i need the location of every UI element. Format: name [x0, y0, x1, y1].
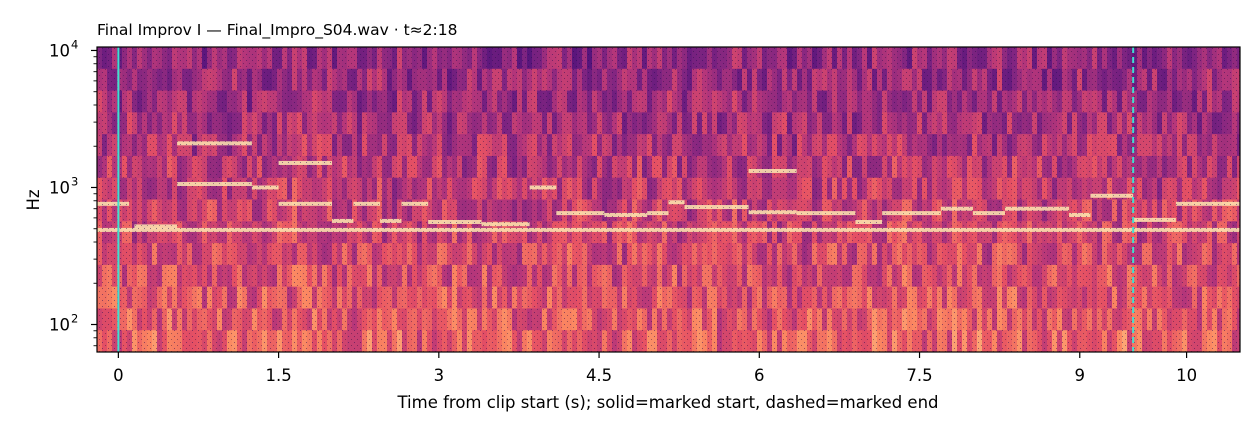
y-tick-label: 10 [49, 41, 70, 60]
y-tick-label: 10 [49, 316, 70, 335]
x-tick-label: 1.5 [265, 366, 291, 385]
y-tick-exponent: 2 [71, 312, 78, 326]
x-tick-label: 9 [1075, 366, 1086, 385]
y-tick-label: 10 [49, 178, 70, 197]
y-axis-label: Hz [24, 189, 43, 210]
chart-title: Final Improv I — Final_Impro_S04.wav · t… [97, 21, 457, 40]
x-axis-label: Time from clip start (s); solid=marked s… [396, 393, 938, 412]
x-tick-label: 6 [754, 366, 765, 385]
spectrogram-image [97, 47, 1240, 352]
x-tick-label: 7.5 [906, 366, 932, 385]
x-tick-label: 4.5 [586, 366, 612, 385]
y-tick-exponent: 4 [71, 37, 78, 51]
x-axis-ticks: 0 1.5 3 4.5 6 7.5 9 10 [113, 352, 1197, 385]
clip-markers [117, 47, 1135, 352]
x-tick-label: 0 [113, 366, 124, 385]
x-tick-label: 10 [1176, 366, 1197, 385]
y-tick-exponent: 3 [71, 174, 78, 188]
plot-frame [96, 46, 1241, 353]
x-tick-label: 3 [434, 366, 445, 385]
spectrogram-texture [97, 47, 1240, 352]
